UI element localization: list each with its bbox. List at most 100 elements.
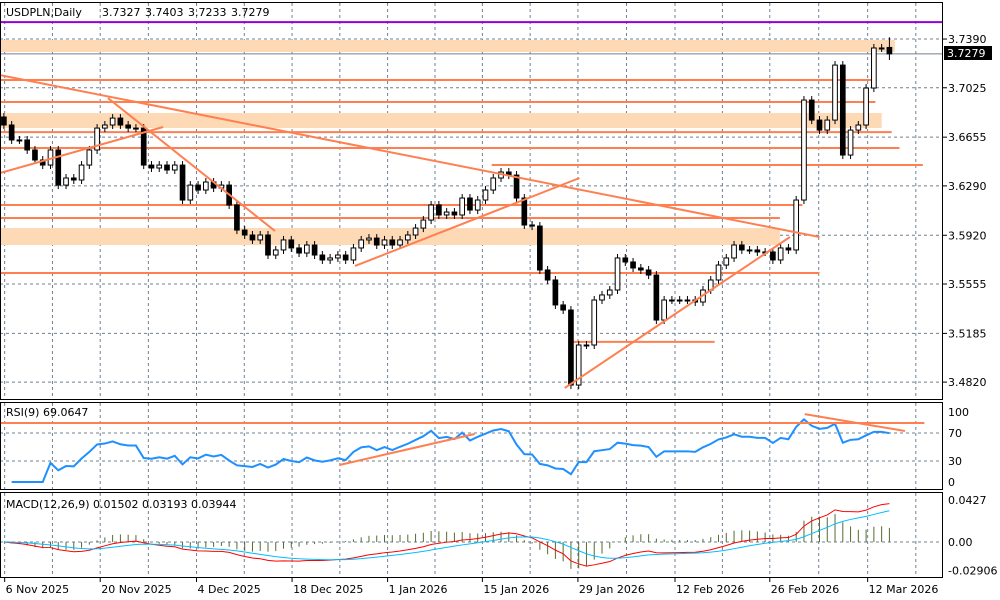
candle-bearish [125, 124, 131, 129]
candlesticks [1, 37, 893, 390]
horizontal-levels [0, 21, 943, 343]
candle-bearish [249, 234, 256, 241]
date-tick-label: 29 Jan 2026 [579, 583, 645, 596]
candle-bullish [102, 124, 108, 129]
candle-bullish [855, 124, 862, 131]
candle-bearish [513, 174, 520, 199]
candle-bullish [871, 47, 877, 89]
rsi-tick-label: 0 [948, 476, 955, 489]
price-tick-label: 3.6290 [948, 180, 987, 193]
date-tick-label: 12 Feb 2026 [676, 583, 744, 596]
candle-bearish [808, 99, 815, 121]
candle-bullish [459, 197, 466, 216]
macd-tick-label: -0.02906 [948, 565, 997, 578]
price-zone [0, 228, 780, 246]
candle-bullish [272, 249, 279, 256]
candle-bullish [16, 139, 23, 142]
date-tick-label: 6 Nov 2025 [6, 583, 69, 596]
candle-bearish [467, 197, 473, 211]
candle-bullish [133, 127, 139, 130]
date-tick-label: 12 Mar 2026 [869, 583, 939, 596]
candle-bearish [32, 149, 38, 161]
candle-bearish [839, 64, 846, 156]
candle-bullish [412, 227, 419, 236]
header-close: 3.7279 [231, 6, 270, 19]
candle-bearish [265, 234, 271, 256]
candle-bullish [669, 299, 675, 302]
candle-bearish [785, 247, 792, 251]
grid [0, 3, 943, 578]
candle-bearish [1, 116, 7, 126]
macd-panel-frame [0, 492, 943, 578]
candle-bearish [24, 139, 31, 151]
current-price-label: 3.7279 [947, 47, 986, 60]
price-zone [0, 39, 895, 52]
candle-bearish [886, 46, 893, 55]
candle-bearish [164, 164, 170, 171]
candle-bearish [521, 197, 528, 226]
candle-bearish [140, 127, 147, 166]
rsi-trendline [804, 413, 906, 432]
candle-bullish [257, 234, 264, 241]
candle-bullish [614, 257, 621, 291]
candle-bullish [109, 117, 116, 126]
rsi-label: RSI(9) 69.0647 [6, 406, 88, 419]
price-tick-label: 3.5555 [948, 278, 987, 291]
price-tick-label: 3.6655 [948, 131, 987, 144]
candle-bearish [529, 224, 535, 227]
candle-bearish [816, 119, 823, 131]
candle-bearish [288, 239, 295, 249]
rsi-tick-label: 70 [948, 427, 962, 440]
candle-bullish [358, 239, 365, 249]
candle-bullish [428, 204, 434, 221]
candle-bearish [296, 247, 302, 254]
candle-bearish [436, 204, 442, 216]
candle-bullish [280, 239, 287, 251]
candle-bearish [179, 164, 186, 201]
date-tick-label: 18 Dec 2025 [293, 583, 363, 596]
candle-bearish [754, 249, 761, 253]
candle-bullish [203, 181, 209, 191]
candle-bearish [234, 204, 240, 231]
macd-panel [3, 503, 890, 569]
candle-bullish [350, 247, 357, 261]
trendline [354, 177, 580, 267]
candle-bearish [195, 184, 201, 191]
candle-bullish [381, 239, 388, 246]
header-open: 3.7327 [102, 6, 141, 19]
candle-bullish [327, 257, 333, 261]
candle-bullish [606, 289, 613, 296]
price-tick-label: 3.5920 [948, 229, 987, 242]
date-tick-label: 26 Feb 2026 [771, 583, 839, 596]
support-resistance-zones [0, 39, 895, 246]
candle-bearish [630, 261, 636, 269]
candle-bullish [583, 344, 590, 347]
date-tick-label: 1 Jan 2026 [389, 583, 448, 596]
candle-bullish [443, 211, 450, 216]
candle-bearish [55, 149, 62, 186]
rsi-tick-label: 100 [948, 406, 969, 419]
candle-bullish [591, 299, 598, 346]
candle-bearish [373, 237, 380, 246]
trendline [107, 97, 276, 232]
candle-bullish [474, 199, 481, 211]
candle-bearish [622, 257, 629, 263]
candle-bullish [366, 237, 372, 241]
rsi-panel-frame [0, 402, 943, 490]
trendlines [0, 74, 820, 389]
candle-bearish [560, 304, 566, 311]
candle-bearish [770, 251, 776, 261]
candle-bearish [389, 239, 396, 246]
candle-bullish [490, 177, 497, 191]
candle-bullish [599, 294, 605, 301]
candle-bullish [684, 299, 691, 302]
candle-bearish [70, 177, 77, 181]
candle-bullish [731, 244, 737, 259]
candle-bullish [575, 344, 582, 386]
rsi-trendline [339, 433, 475, 466]
candle-bearish [311, 244, 318, 256]
candle-bullish [335, 254, 341, 259]
candle-bearish [117, 117, 124, 126]
candle-bullish [676, 299, 683, 302]
